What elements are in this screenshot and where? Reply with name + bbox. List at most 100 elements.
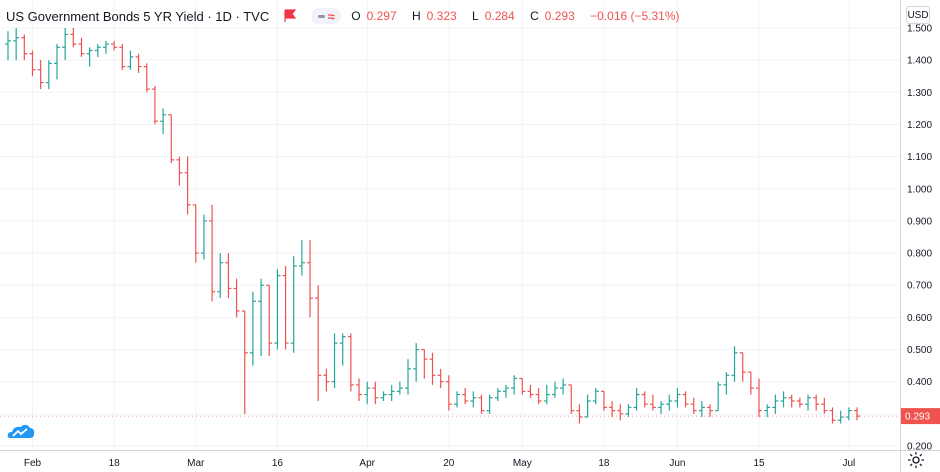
y-tick-label: 1.400	[907, 56, 932, 67]
ohlc-bar	[217, 253, 224, 299]
chart-grid	[0, 0, 900, 450]
ohlc-bar	[560, 378, 567, 395]
x-tick-label: 20	[443, 458, 455, 469]
y-tick-label: 0.700	[907, 281, 932, 292]
ohlc-bar	[233, 278, 240, 318]
ohlc-bar	[511, 375, 518, 395]
ohlc-bar	[764, 404, 771, 418]
ohlc-bar	[666, 394, 673, 411]
ohlc-bar	[723, 372, 730, 395]
ohlc-bar	[209, 204, 216, 302]
ohlc-bar	[698, 400, 705, 418]
ohlc-bar	[462, 388, 469, 405]
ohlc-bar	[747, 371, 754, 395]
ohlc-bar	[331, 333, 338, 389]
ohlc-bar	[486, 394, 493, 414]
y-tick-label: 0.400	[907, 377, 932, 388]
ohlc-bar	[829, 407, 836, 424]
ohlc-bar	[421, 348, 428, 379]
ohlc-bar	[388, 384, 395, 401]
minus-icon	[317, 14, 325, 18]
ohlc-change: −0.016 (−5.31%)	[590, 9, 680, 23]
ohlc-bar	[788, 394, 795, 408]
ohlc-bar	[772, 394, 779, 414]
compare-toggle-button[interactable]: ≈	[311, 8, 342, 24]
ohlc-bar	[78, 37, 85, 57]
time-axis[interactable]: Feb 18 Mar 16 Apr 20 May 18 Jun 15 Jul	[0, 450, 940, 470]
ohlc-bar	[135, 53, 142, 74]
y-tick-label: 0.800	[907, 249, 932, 260]
flag-icon[interactable]	[283, 9, 297, 23]
ohlc-bar	[674, 388, 681, 408]
y-tick-label: 1.200	[907, 120, 932, 131]
ohlc-bar	[5, 31, 11, 61]
x-tick-label: May	[513, 458, 532, 469]
ohlc-bar	[731, 346, 738, 382]
symbol-title[interactable]: US Government Bonds 5 YR Yield · 1D · TV…	[6, 8, 270, 24]
ohlc-bar	[453, 391, 460, 408]
ohlc-bar	[805, 394, 812, 411]
x-tick-label: 18	[598, 458, 610, 469]
ohlc-bar	[633, 388, 640, 411]
ohlc-bar	[756, 378, 763, 418]
ohlc-bar	[609, 400, 616, 418]
ohlc-bar	[372, 381, 379, 405]
ohlc-bar	[111, 40, 118, 51]
ohlc-bar	[845, 407, 852, 421]
y-tick-label: 1.100	[907, 152, 932, 163]
ohlc-bar	[323, 368, 330, 392]
ohlc-bar	[821, 397, 828, 414]
x-tick-label: Jul	[842, 458, 855, 469]
ohlc-bar	[29, 50, 36, 77]
x-tick-label: Apr	[359, 458, 375, 469]
ohlc-bar	[813, 394, 820, 411]
y-tick-label: 1.300	[907, 88, 932, 99]
ohlc-bar	[151, 85, 158, 125]
ohlc-bar	[739, 352, 746, 382]
ohlc-bar	[143, 63, 150, 93]
ohlc-bar	[176, 156, 183, 186]
ohlc-high: H 0.323	[411, 9, 457, 23]
ohlc-close: C 0.293	[530, 9, 575, 23]
gear-icon[interactable]	[906, 450, 926, 470]
ohlc-bar	[225, 253, 232, 299]
ohlc-bar	[364, 381, 371, 405]
ohlc-bar	[551, 381, 558, 398]
ohlc-values: O 0.297 H 0.323 L 0.284 C 0.293 −0.016 (−5.3…	[351, 9, 691, 23]
ohlc-bar	[62, 28, 69, 61]
ohlc-bar	[535, 388, 542, 405]
ohlc-bar	[21, 34, 28, 61]
currency-button[interactable]: USD	[906, 6, 930, 24]
tradingview-logo-icon[interactable]	[6, 418, 36, 444]
ohlc-bar	[298, 240, 305, 276]
y-tick-label: 1.000	[907, 184, 932, 195]
ohlc-bar	[102, 40, 109, 54]
ohlc-bar	[290, 256, 297, 353]
ohlc-bar	[184, 156, 191, 215]
ohlc-low: L 0.284	[472, 9, 515, 23]
ohlc-bar	[266, 284, 273, 356]
ohlc-bar	[470, 391, 477, 408]
ohlc-bar	[543, 384, 550, 405]
ohlc-bar	[37, 60, 44, 90]
wave-icon: ≈	[327, 8, 335, 24]
ohlc-bar	[478, 394, 485, 414]
ohlc-bar	[658, 400, 665, 414]
x-tick-label: 15	[753, 458, 765, 469]
x-tick-label: 18	[109, 458, 121, 469]
ohlc-bar	[649, 394, 656, 411]
ohlc-bar	[617, 404, 624, 421]
ohlc-bar	[241, 310, 248, 414]
ohlc-bar	[94, 44, 101, 57]
ohlc-bar	[641, 391, 648, 408]
price-axis[interactable]: 1.500 1.400 1.300 1.200 1.100 1.000 0.900 0.800…	[900, 0, 933, 472]
last-price-box	[901, 408, 940, 425]
ohlc-bar	[437, 368, 444, 389]
ohlc-bar	[356, 378, 363, 401]
last-price-label: 0.293	[0, 408, 940, 425]
ohlc-bar	[347, 333, 354, 392]
price-bars	[5, 28, 860, 424]
ohlc-bar	[160, 108, 167, 135]
ohlc-bar	[307, 240, 314, 318]
